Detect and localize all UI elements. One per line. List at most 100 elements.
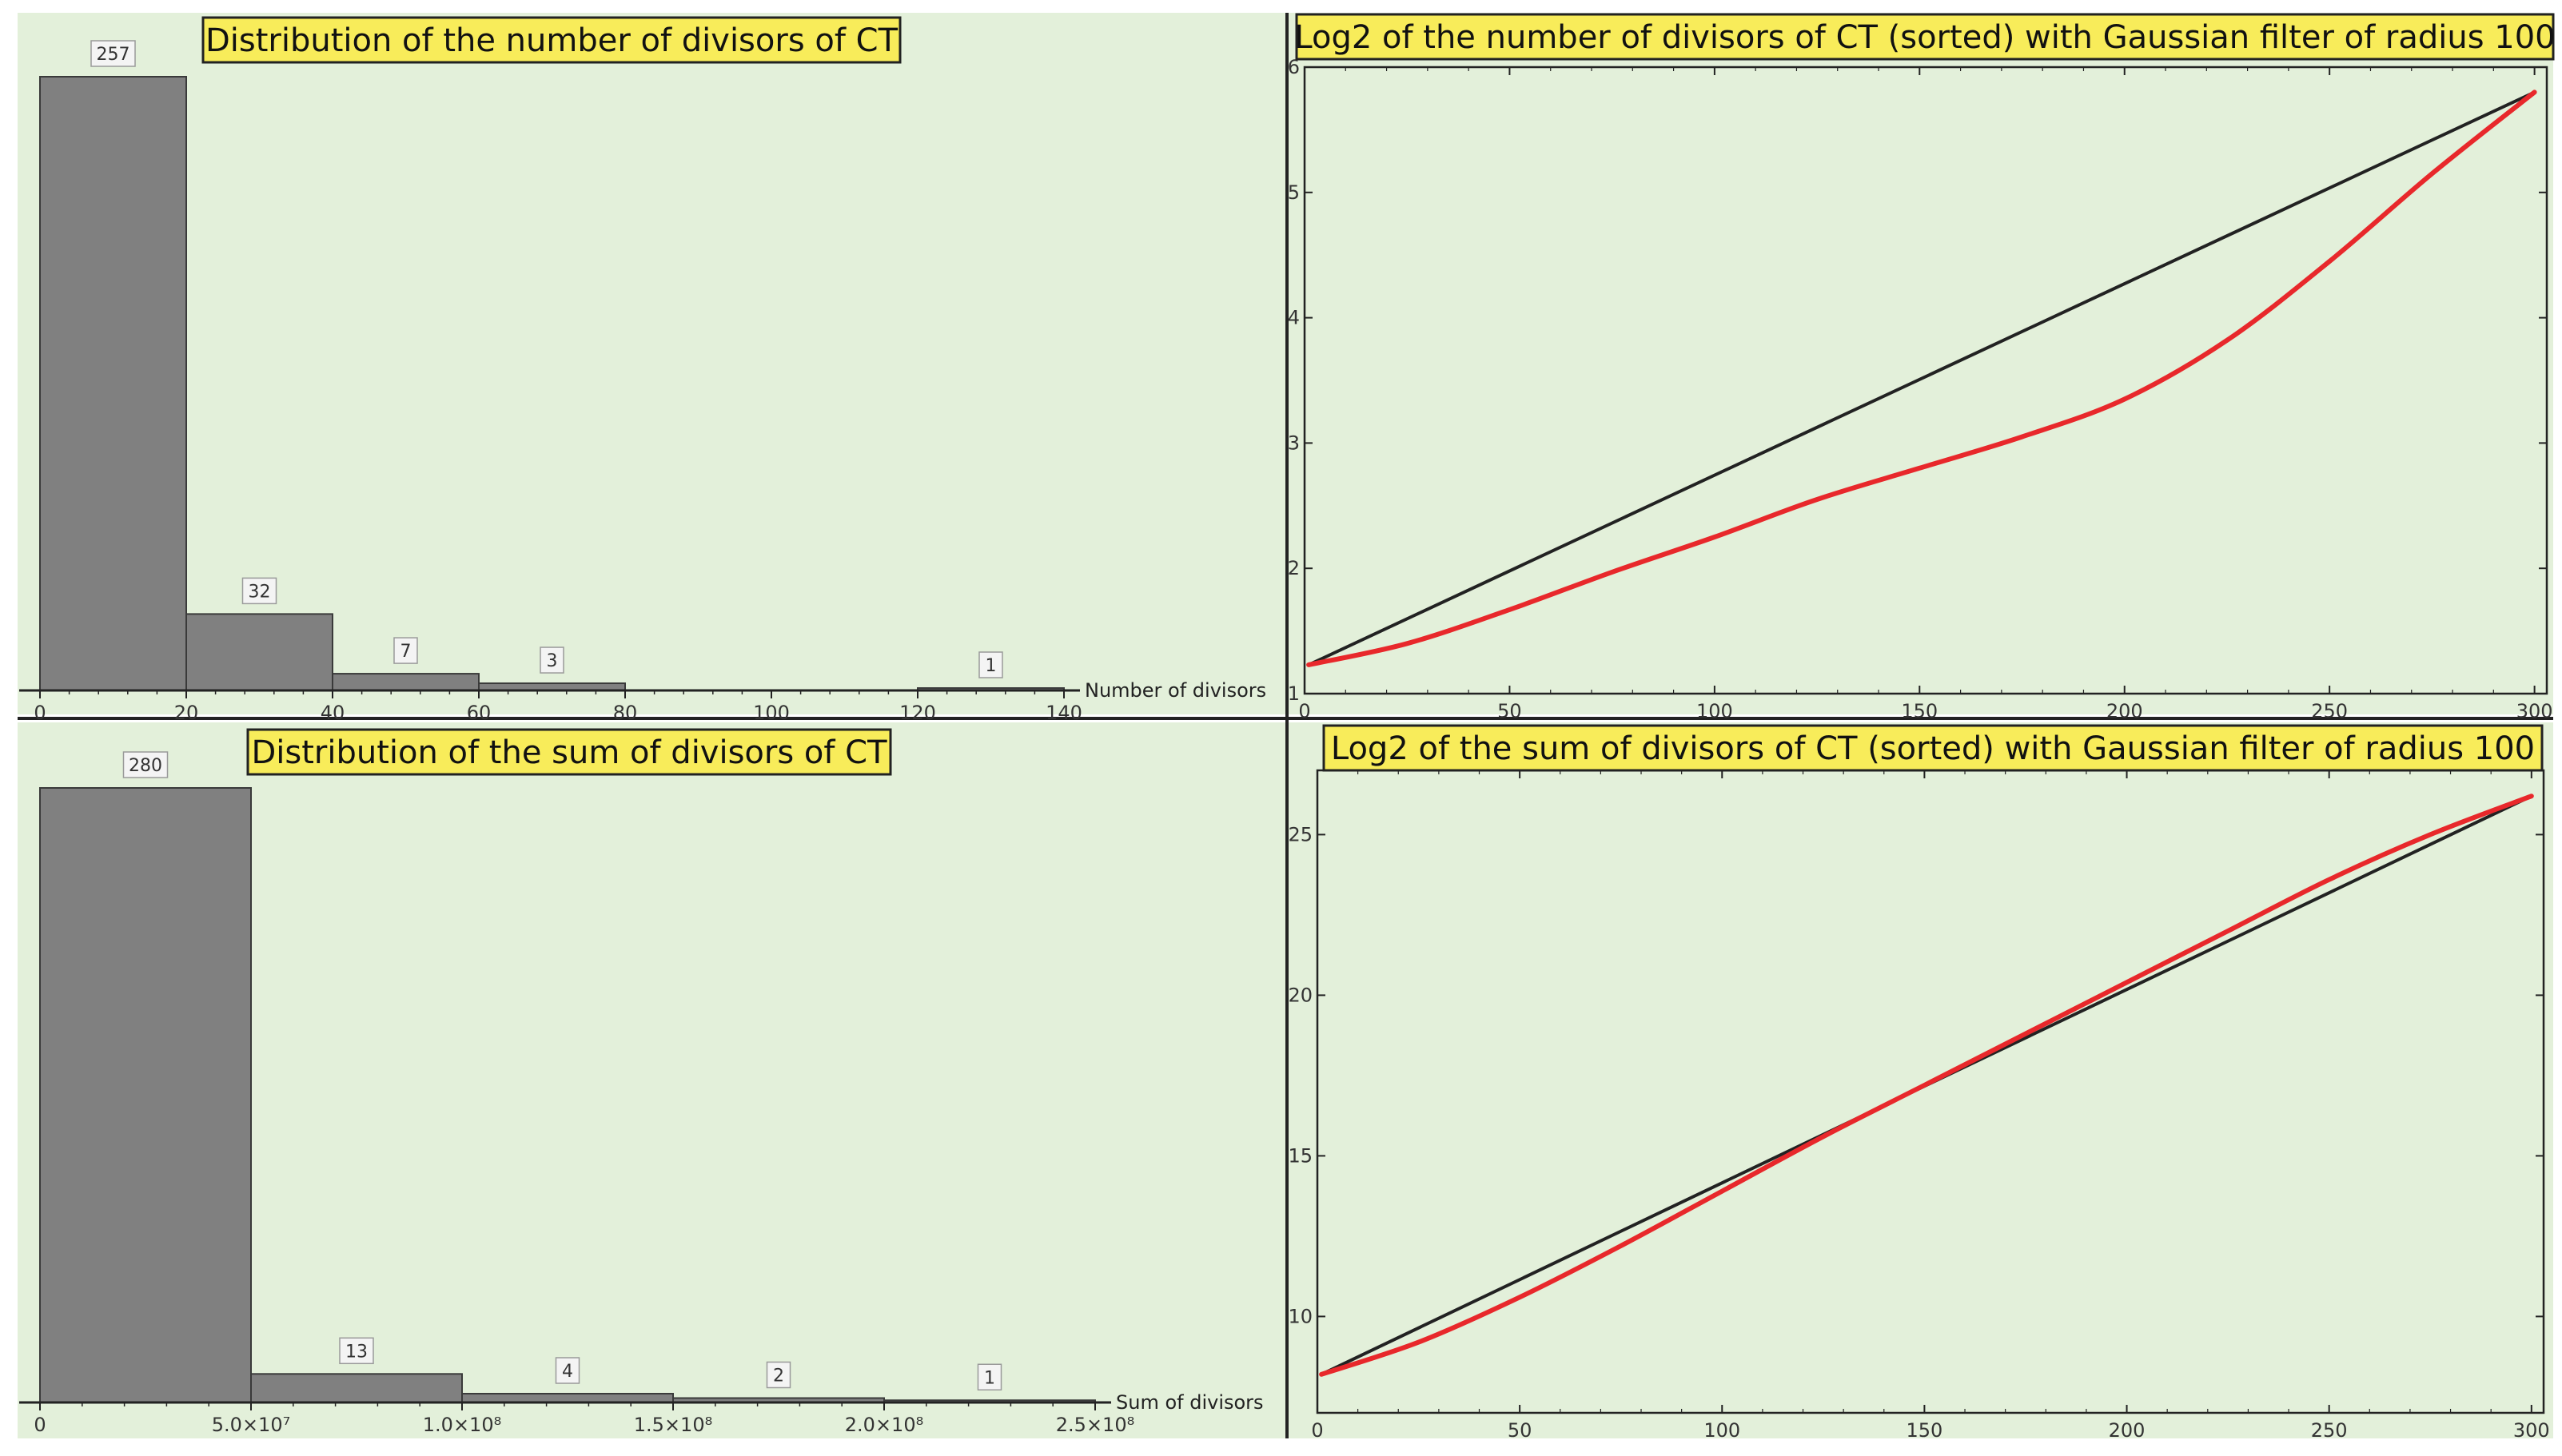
bar-label: 2 <box>766 1361 791 1389</box>
x-tick-label: 250 <box>2311 700 2348 722</box>
log-sum-title-text: Log2 of the sum of divisors of CT (sorte… <box>1331 730 2535 767</box>
bar-label: 7 <box>393 637 418 664</box>
x-tick-label: 20 <box>174 702 199 724</box>
bar-label-box <box>393 637 418 664</box>
hist-sum-title-box <box>246 728 892 776</box>
x-tick-label: 60 <box>467 702 492 724</box>
bar-label-text: 257 <box>97 45 130 65</box>
panel-background-4 <box>1289 722 2553 1438</box>
bar <box>185 613 333 691</box>
bar <box>39 76 187 691</box>
bar-label-box <box>339 1337 374 1365</box>
bar-label: 3 <box>540 646 564 674</box>
x-tick-label: 2.0×10⁸ <box>845 1414 923 1436</box>
bar-label: 280 <box>122 751 169 778</box>
x-tick-label: 1.0×10⁸ <box>423 1414 501 1436</box>
y-tick-label: 3 <box>1288 432 1300 454</box>
bar-label-text: 32 <box>249 582 271 602</box>
y-tick-label: 4 <box>1288 307 1300 329</box>
smoothed-line <box>1319 794 2534 1377</box>
x-tick-label: 80 <box>613 702 638 724</box>
x-tick-label: 50 <box>1508 1419 1532 1442</box>
bar-label-box <box>540 646 564 674</box>
bar-label-text: 3 <box>547 651 558 671</box>
hist-count-title-box <box>201 16 902 64</box>
hist-count-title: Distribution of the number of divisors o… <box>201 16 902 64</box>
log-sum: 0 50 100 150 200 250 300 10 15 20 25 <box>1288 769 2550 1442</box>
plot-frame <box>1303 66 2548 695</box>
bar-label-box <box>90 40 136 67</box>
x-tick-label: 0 <box>1311 1419 1323 1442</box>
log-count-title-box <box>1295 13 2555 61</box>
bar <box>39 787 252 1403</box>
log-sum-title-box <box>1322 724 2544 772</box>
x-tick-label: 5.0×10⁷ <box>212 1414 290 1436</box>
x-tick-label: 0 <box>34 1414 46 1436</box>
bar-label: 1 <box>978 651 1003 678</box>
y-tick-label: 20 <box>1288 984 1313 1006</box>
x-tick-label: 100 <box>753 702 790 724</box>
bar-label-box <box>241 577 277 605</box>
hist-sum-title-text: Distribution of the sum of divisors of C… <box>251 734 887 771</box>
log-count-title: Log2 of the number of divisors of CT (so… <box>1294 13 2556 61</box>
log-sum-title: Log2 of the sum of divisors of CT (sorte… <box>1322 724 2544 772</box>
bar-label-text: 280 <box>129 756 162 776</box>
x-tick-label: 120 <box>899 702 936 724</box>
bar-label-box <box>122 751 169 778</box>
y-tick-label: 6 <box>1288 56 1300 78</box>
y-tick-label: 25 <box>1288 823 1313 845</box>
x-axis-label: Sum of divisors <box>1116 1391 1264 1414</box>
x-axis-label: Number of divisors <box>1085 679 1266 702</box>
bar-label-box <box>978 651 1003 678</box>
x-tick-label: 300 <box>2516 700 2553 722</box>
bar <box>332 673 480 692</box>
bar <box>461 1393 674 1403</box>
x-tick-label: 100 <box>1696 700 1733 722</box>
y-tick-label: 15 <box>1288 1144 1313 1167</box>
reference-line <box>1307 90 2536 666</box>
x-tick-label: 200 <box>2109 1419 2146 1442</box>
x-tick-label: 40 <box>321 702 345 724</box>
bar-label-box <box>766 1361 791 1389</box>
bar-label: 32 <box>241 577 277 605</box>
x-tick-label: 300 <box>2513 1419 2550 1442</box>
log-count-title-text: Log2 of the number of divisors of CT (so… <box>1294 19 2555 56</box>
bar-label-box <box>977 1363 1002 1391</box>
x-tick-label: 2.5×10⁸ <box>1056 1414 1134 1436</box>
bar-label-text: 4 <box>562 1362 573 1382</box>
bar-label-text: 1 <box>986 656 997 676</box>
bar-label: 13 <box>339 1337 374 1365</box>
bar-label: 1 <box>977 1363 1002 1391</box>
x-tick-label: 0 <box>1298 700 1310 722</box>
y-tick-label: 10 <box>1288 1305 1313 1327</box>
x-tick-label: 140 <box>1046 702 1082 724</box>
bar-label: 257 <box>90 40 136 67</box>
hist-count-title-text: Distribution of the number of divisors o… <box>205 22 898 59</box>
y-tick-label: 1 <box>1288 682 1300 705</box>
hist-sum: 280 13 4 2 1 0 5.0×10⁷ 1.0×10⁸ 1.5×10⁸ 2.0×10⁸ 2.5… <box>19 751 1264 1436</box>
smoothed-line <box>1306 90 2537 667</box>
x-tick-label: 200 <box>2106 700 2143 722</box>
bar-label-box <box>555 1357 580 1384</box>
bar <box>250 1373 463 1403</box>
bar-label-text: 13 <box>345 1342 368 1362</box>
x-tick-label: 50 <box>1497 700 1522 722</box>
x-tick-label: 150 <box>1906 1419 1942 1442</box>
bar-label-text: 7 <box>400 642 412 662</box>
x-tick-label: 0 <box>34 702 46 724</box>
panel-background-3 <box>1289 13 2553 714</box>
bar-label-text: 1 <box>984 1368 995 1388</box>
hist-sum-title: Distribution of the sum of divisors of C… <box>246 728 892 776</box>
y-tick-label: 5 <box>1288 181 1300 204</box>
bar-label: 4 <box>555 1357 580 1384</box>
x-tick-label: 1.5×10⁸ <box>634 1414 712 1436</box>
panel-background-1 <box>18 13 1287 714</box>
x-tick-label: 250 <box>2311 1419 2348 1442</box>
y-tick-label: 2 <box>1288 557 1300 579</box>
bar-label-text: 2 <box>773 1366 784 1386</box>
log-count: 0 50 100 150 200 250 300 1 2 3 4 5 6 <box>1288 56 2553 722</box>
x-tick-label: 150 <box>1901 700 1938 722</box>
x-tick-label: 100 <box>1703 1419 1740 1442</box>
